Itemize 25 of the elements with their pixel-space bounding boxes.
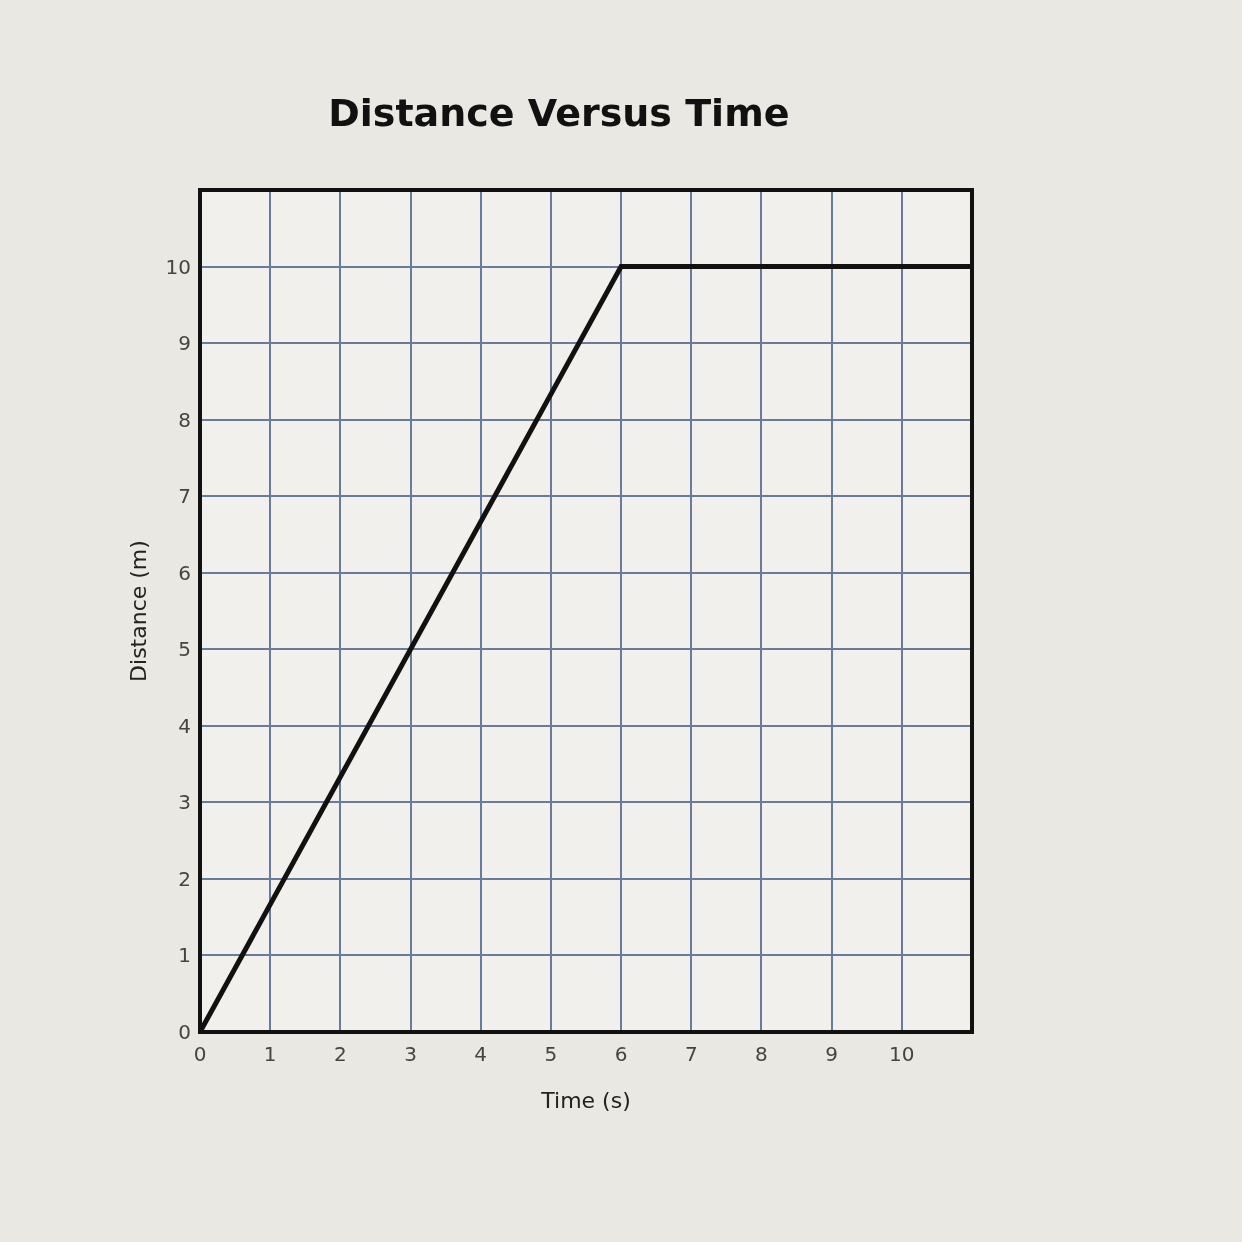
x-tick-label: 1 bbox=[263, 1042, 277, 1066]
x-tick-label: 6 bbox=[614, 1042, 628, 1066]
y-tick-label: 8 bbox=[178, 407, 191, 432]
y-tick-label: 7 bbox=[178, 484, 191, 509]
y-tick-label: 5 bbox=[178, 637, 191, 662]
x-tick-label: 0 bbox=[193, 1042, 207, 1066]
y-tick-label: 10 bbox=[165, 254, 191, 279]
chart-title: Distance Versus Time bbox=[328, 90, 790, 135]
y-tick-label: 4 bbox=[178, 713, 191, 738]
x-tick-label: 5 bbox=[544, 1042, 558, 1066]
x-tick-label: 8 bbox=[755, 1042, 768, 1066]
y-tick-label: 9 bbox=[178, 331, 191, 356]
y-axis-title: Distance (m) bbox=[126, 540, 151, 682]
x-tick-label: 10 bbox=[889, 1042, 915, 1066]
x-tick-label: 9 bbox=[825, 1042, 839, 1066]
x-tick-label: 3 bbox=[404, 1042, 417, 1066]
y-tick-label: 0 bbox=[178, 1020, 191, 1044]
x-tick-label: 2 bbox=[333, 1042, 347, 1066]
y-tick-label: 3 bbox=[178, 790, 191, 815]
x-tick-label: 7 bbox=[684, 1042, 698, 1066]
x-tick-label: 4 bbox=[474, 1042, 488, 1066]
x-axis-title: Time (s) bbox=[540, 1088, 631, 1113]
y-tick-label: 6 bbox=[178, 560, 191, 585]
y-tick-label: 1 bbox=[178, 943, 191, 968]
y-tick-label: 2 bbox=[178, 866, 191, 891]
